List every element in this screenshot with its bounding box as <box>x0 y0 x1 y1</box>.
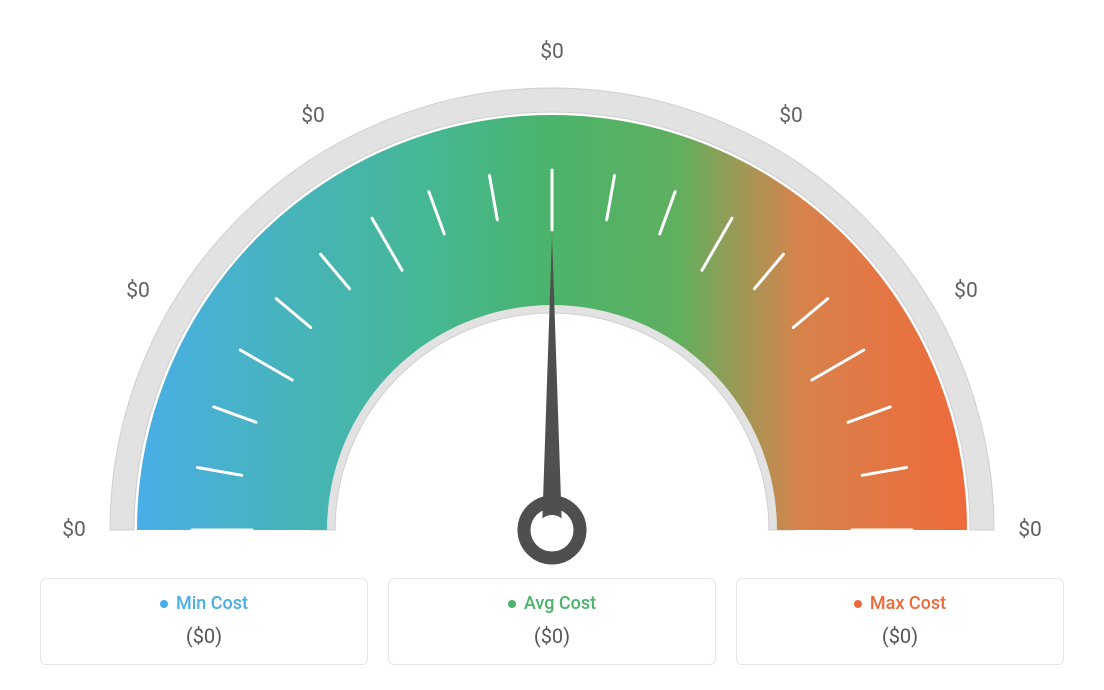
legend-value-avg: ($0) <box>399 624 705 648</box>
gauge-chart: $0 $0 $0 $0 $0 $0 $0 <box>0 0 1104 570</box>
legend-dot-avg <box>508 600 516 608</box>
legend-card-min: Min Cost ($0) <box>40 578 368 665</box>
gauge-tick-label: $0 <box>126 279 150 303</box>
gauge-tick-label: $0 <box>301 104 325 128</box>
legend-label-min: Min Cost <box>176 593 248 614</box>
legend-label-max: Max Cost <box>870 593 946 614</box>
legend-value-max: ($0) <box>747 624 1053 648</box>
legend-title-max: Max Cost <box>747 593 1053 614</box>
legend-card-max: Max Cost ($0) <box>736 578 1064 665</box>
legend-dot-max <box>854 600 862 608</box>
legend-card-avg: Avg Cost ($0) <box>388 578 716 665</box>
legend-value-min: ($0) <box>51 624 357 648</box>
legend-label-avg: Avg Cost <box>524 593 596 614</box>
gauge-tick-label: $0 <box>540 40 564 64</box>
gauge-svg <box>0 0 1104 570</box>
legend-title-avg: Avg Cost <box>399 593 705 614</box>
legend-row: Min Cost ($0) Avg Cost ($0) Max Cost ($0… <box>40 578 1064 665</box>
gauge-tick-label: $0 <box>1018 518 1042 542</box>
gauge-tick-label: $0 <box>779 104 803 128</box>
gauge-tick-label: $0 <box>62 518 86 542</box>
gauge-tick-label: $0 <box>954 279 978 303</box>
legend-title-min: Min Cost <box>51 593 357 614</box>
legend-dot-min <box>160 600 168 608</box>
